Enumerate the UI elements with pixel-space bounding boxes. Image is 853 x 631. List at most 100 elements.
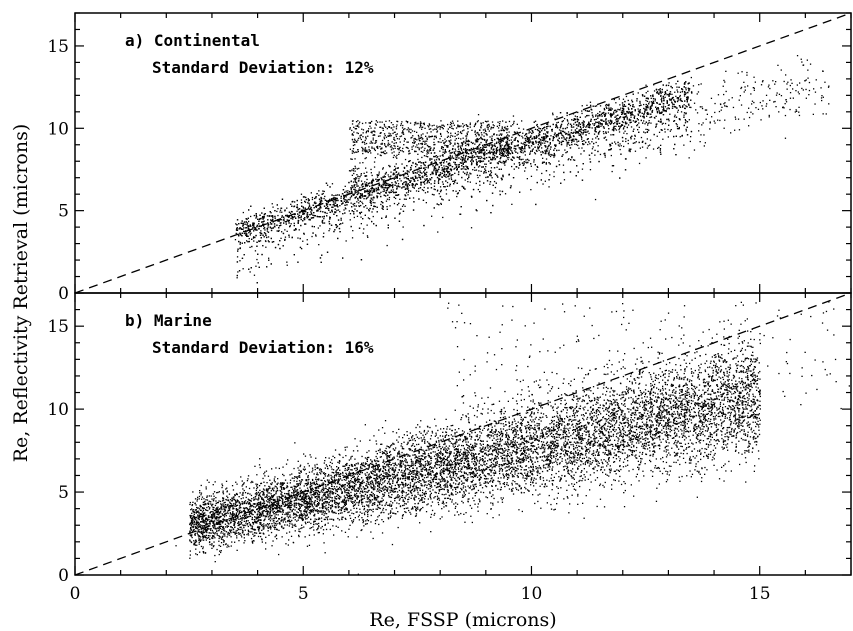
panel-a-point	[280, 224, 282, 226]
panel-a-point	[513, 147, 515, 150]
panel-a-point	[375, 124, 377, 126]
panel-a-point	[379, 193, 381, 195]
panel-a-point	[501, 140, 503, 142]
panel-a-point	[402, 186, 404, 188]
panel-a-point	[365, 184, 367, 186]
panel-a-point	[562, 140, 565, 142]
panel-a-point	[312, 232, 314, 234]
panel-a-point	[288, 219, 290, 222]
panel-a-point	[625, 115, 628, 117]
panel-a-point	[493, 144, 495, 147]
panel-a-point	[447, 132, 449, 134]
panel-a-point	[605, 132, 607, 134]
panel-a-point	[476, 132, 478, 134]
panel-a-point	[368, 128, 370, 130]
panel-a-point	[385, 120, 387, 122]
panel-a-point	[373, 148, 376, 151]
panel-a-point	[457, 150, 459, 153]
panel-a-point	[403, 177, 405, 179]
panel-a-point	[314, 215, 316, 217]
panel-a-point	[433, 182, 436, 184]
panel-a-point	[251, 245, 253, 248]
panel-a-point	[625, 123, 627, 125]
panel-a-point	[467, 139, 469, 141]
panel-a-point	[435, 163, 437, 165]
panel-a-point	[373, 130, 375, 132]
panel-a-point	[344, 191, 346, 193]
panel-a-point	[326, 212, 328, 214]
panel-a-point	[500, 161, 502, 163]
panel-a-point	[425, 202, 427, 204]
panel-a-point	[603, 109, 606, 111]
panel-a-point	[457, 133, 459, 135]
panel-a-point	[641, 112, 643, 114]
panel-a-point	[315, 206, 317, 208]
panel-a-point	[622, 107, 624, 110]
panel-a-point	[636, 124, 639, 126]
panel-a-point	[286, 230, 288, 232]
panel-a-point	[613, 129, 615, 132]
panel-a-point	[653, 102, 655, 104]
panel-a-point	[508, 152, 510, 154]
panel-a-point	[631, 111, 634, 113]
panel-a-point	[567, 124, 569, 126]
panel-a-point	[246, 240, 248, 242]
panel-a-point	[454, 142, 456, 144]
panel-a-point	[594, 130, 596, 133]
panel-a-point	[450, 174, 453, 176]
panel-a-point	[578, 130, 580, 132]
panel-a-point	[451, 120, 454, 122]
panel-a-point	[588, 121, 590, 123]
panel-a-point	[259, 214, 261, 216]
panel-a-point	[250, 215, 252, 218]
panel-a-point	[526, 158, 529, 161]
panel-a-point	[592, 105, 594, 107]
panel-a-point	[595, 114, 597, 116]
panel-a-point	[336, 225, 339, 227]
panel-a-point	[399, 212, 401, 214]
panel-a-point	[684, 107, 686, 110]
panel-a-point	[633, 138, 636, 140]
panel-a-point	[666, 118, 668, 121]
panel-a-point	[679, 96, 681, 98]
panel-a-point	[349, 128, 351, 130]
panel-a-point	[396, 177, 398, 179]
panel-a-point	[454, 179, 457, 181]
panel-a-point	[482, 148, 484, 151]
panel-a-point	[319, 257, 322, 259]
panel-a-point	[575, 124, 577, 126]
panel-a-point	[394, 191, 396, 194]
panel-a-point	[419, 161, 421, 163]
panel-a-point	[384, 134, 386, 137]
panel-a-point	[595, 137, 597, 139]
panel-a-point	[552, 136, 554, 138]
panel-a-point	[564, 127, 567, 130]
panel-a-point	[447, 171, 449, 174]
panel-a-point	[540, 179, 542, 181]
panel-a-point	[493, 167, 496, 169]
panel-a-point	[354, 128, 356, 130]
panel-a-point	[420, 162, 422, 164]
panel-a-point	[426, 140, 428, 142]
panel-a-point	[524, 137, 526, 140]
panel-a-point	[673, 103, 675, 106]
panel-a-point	[459, 152, 461, 154]
panel-a-point	[784, 103, 786, 105]
panel-a-point	[276, 210, 278, 213]
panel-a-point	[304, 200, 306, 203]
panel-a-point	[585, 134, 587, 136]
panel-a-point	[368, 148, 370, 151]
panel-a-point	[437, 164, 439, 166]
panel-a-point	[387, 142, 390, 144]
panel-a-point	[372, 142, 374, 144]
panel-a-point	[321, 216, 323, 218]
panel-a-point	[566, 112, 568, 114]
panel-a-point	[584, 109, 587, 112]
panel-a-point	[667, 128, 669, 131]
panel-a-point	[519, 156, 521, 158]
panel-a-point	[507, 138, 509, 140]
panel-a-point	[498, 168, 500, 170]
panel-a-point	[513, 157, 515, 159]
panel-a-point	[567, 131, 570, 133]
panel-a-point	[656, 135, 658, 137]
